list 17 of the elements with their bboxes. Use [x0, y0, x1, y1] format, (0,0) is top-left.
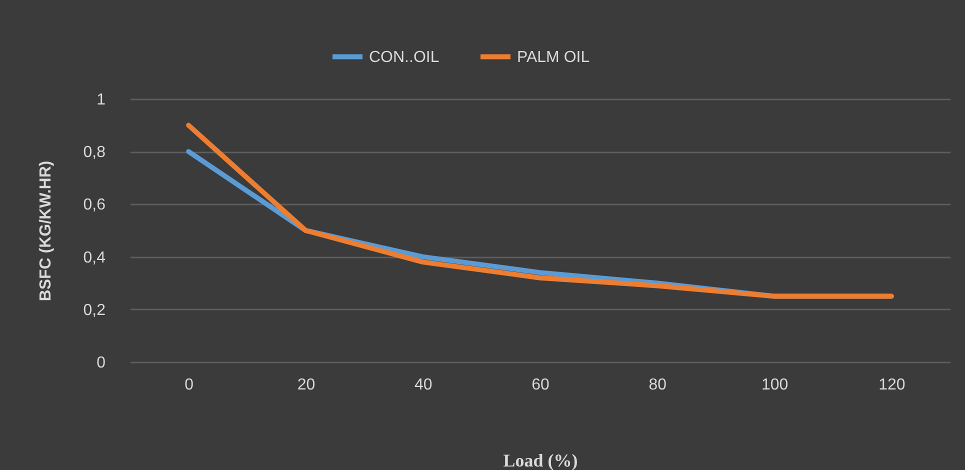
y-tick-label: 0,4	[83, 249, 106, 266]
x-tick-label: 100	[761, 376, 788, 394]
y-tick-label: 1	[96, 92, 106, 108]
y-tick-label: 0,2	[83, 302, 106, 319]
y-tick-label: 0,8	[83, 144, 106, 162]
y-tick-label: 0	[96, 354, 106, 372]
legend-label: CON..OIL	[369, 48, 440, 66]
x-tick-label: 0	[184, 376, 194, 394]
x-tick-label: 60	[532, 376, 550, 394]
x-axis-title: Load (%)	[503, 450, 578, 470]
y-tick-label: 0,6	[83, 196, 106, 214]
x-tick-label: 40	[414, 376, 432, 394]
x-tick-label: 120	[878, 376, 906, 394]
x-tick-label: 80	[648, 376, 667, 394]
y-axis-title: BSFC (KG/KW.HR)	[37, 160, 54, 302]
legend-label: PALM OIL	[517, 48, 590, 66]
x-tick-label: 20	[297, 376, 316, 394]
